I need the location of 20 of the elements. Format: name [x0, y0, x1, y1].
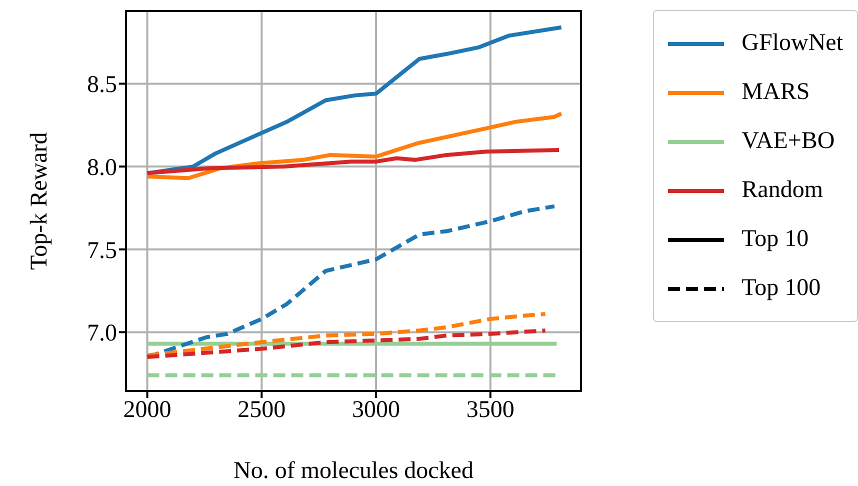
legend-label: Top 10	[742, 226, 809, 253]
x-tick-label: 3500	[466, 397, 514, 424]
legend-label: GFlowNet	[742, 30, 843, 57]
y-tick-label: 8.0	[87, 155, 117, 182]
y-tick-label: 7.5	[87, 238, 117, 264]
y-tick-label: 7.0	[87, 320, 117, 347]
line-series	[145, 112, 564, 180]
line-series	[145, 328, 548, 360]
legend-label: Random	[742, 177, 823, 204]
legend-label: VAE+BO	[742, 128, 835, 155]
y-axis-title: Top-k Reward	[26, 132, 53, 270]
line-series	[145, 148, 562, 176]
x-tick-label: 2500	[238, 397, 286, 424]
y-tick-label: 8.5	[87, 72, 117, 98]
x-tick-label: 2000	[123, 397, 172, 424]
x-axis-title: No. of molecules docked	[234, 458, 474, 484]
x-tick-label: 3000	[352, 397, 400, 424]
legend-label: MARS	[742, 79, 810, 106]
line-series	[145, 312, 548, 358]
legend-label: Top 100	[742, 275, 821, 302]
